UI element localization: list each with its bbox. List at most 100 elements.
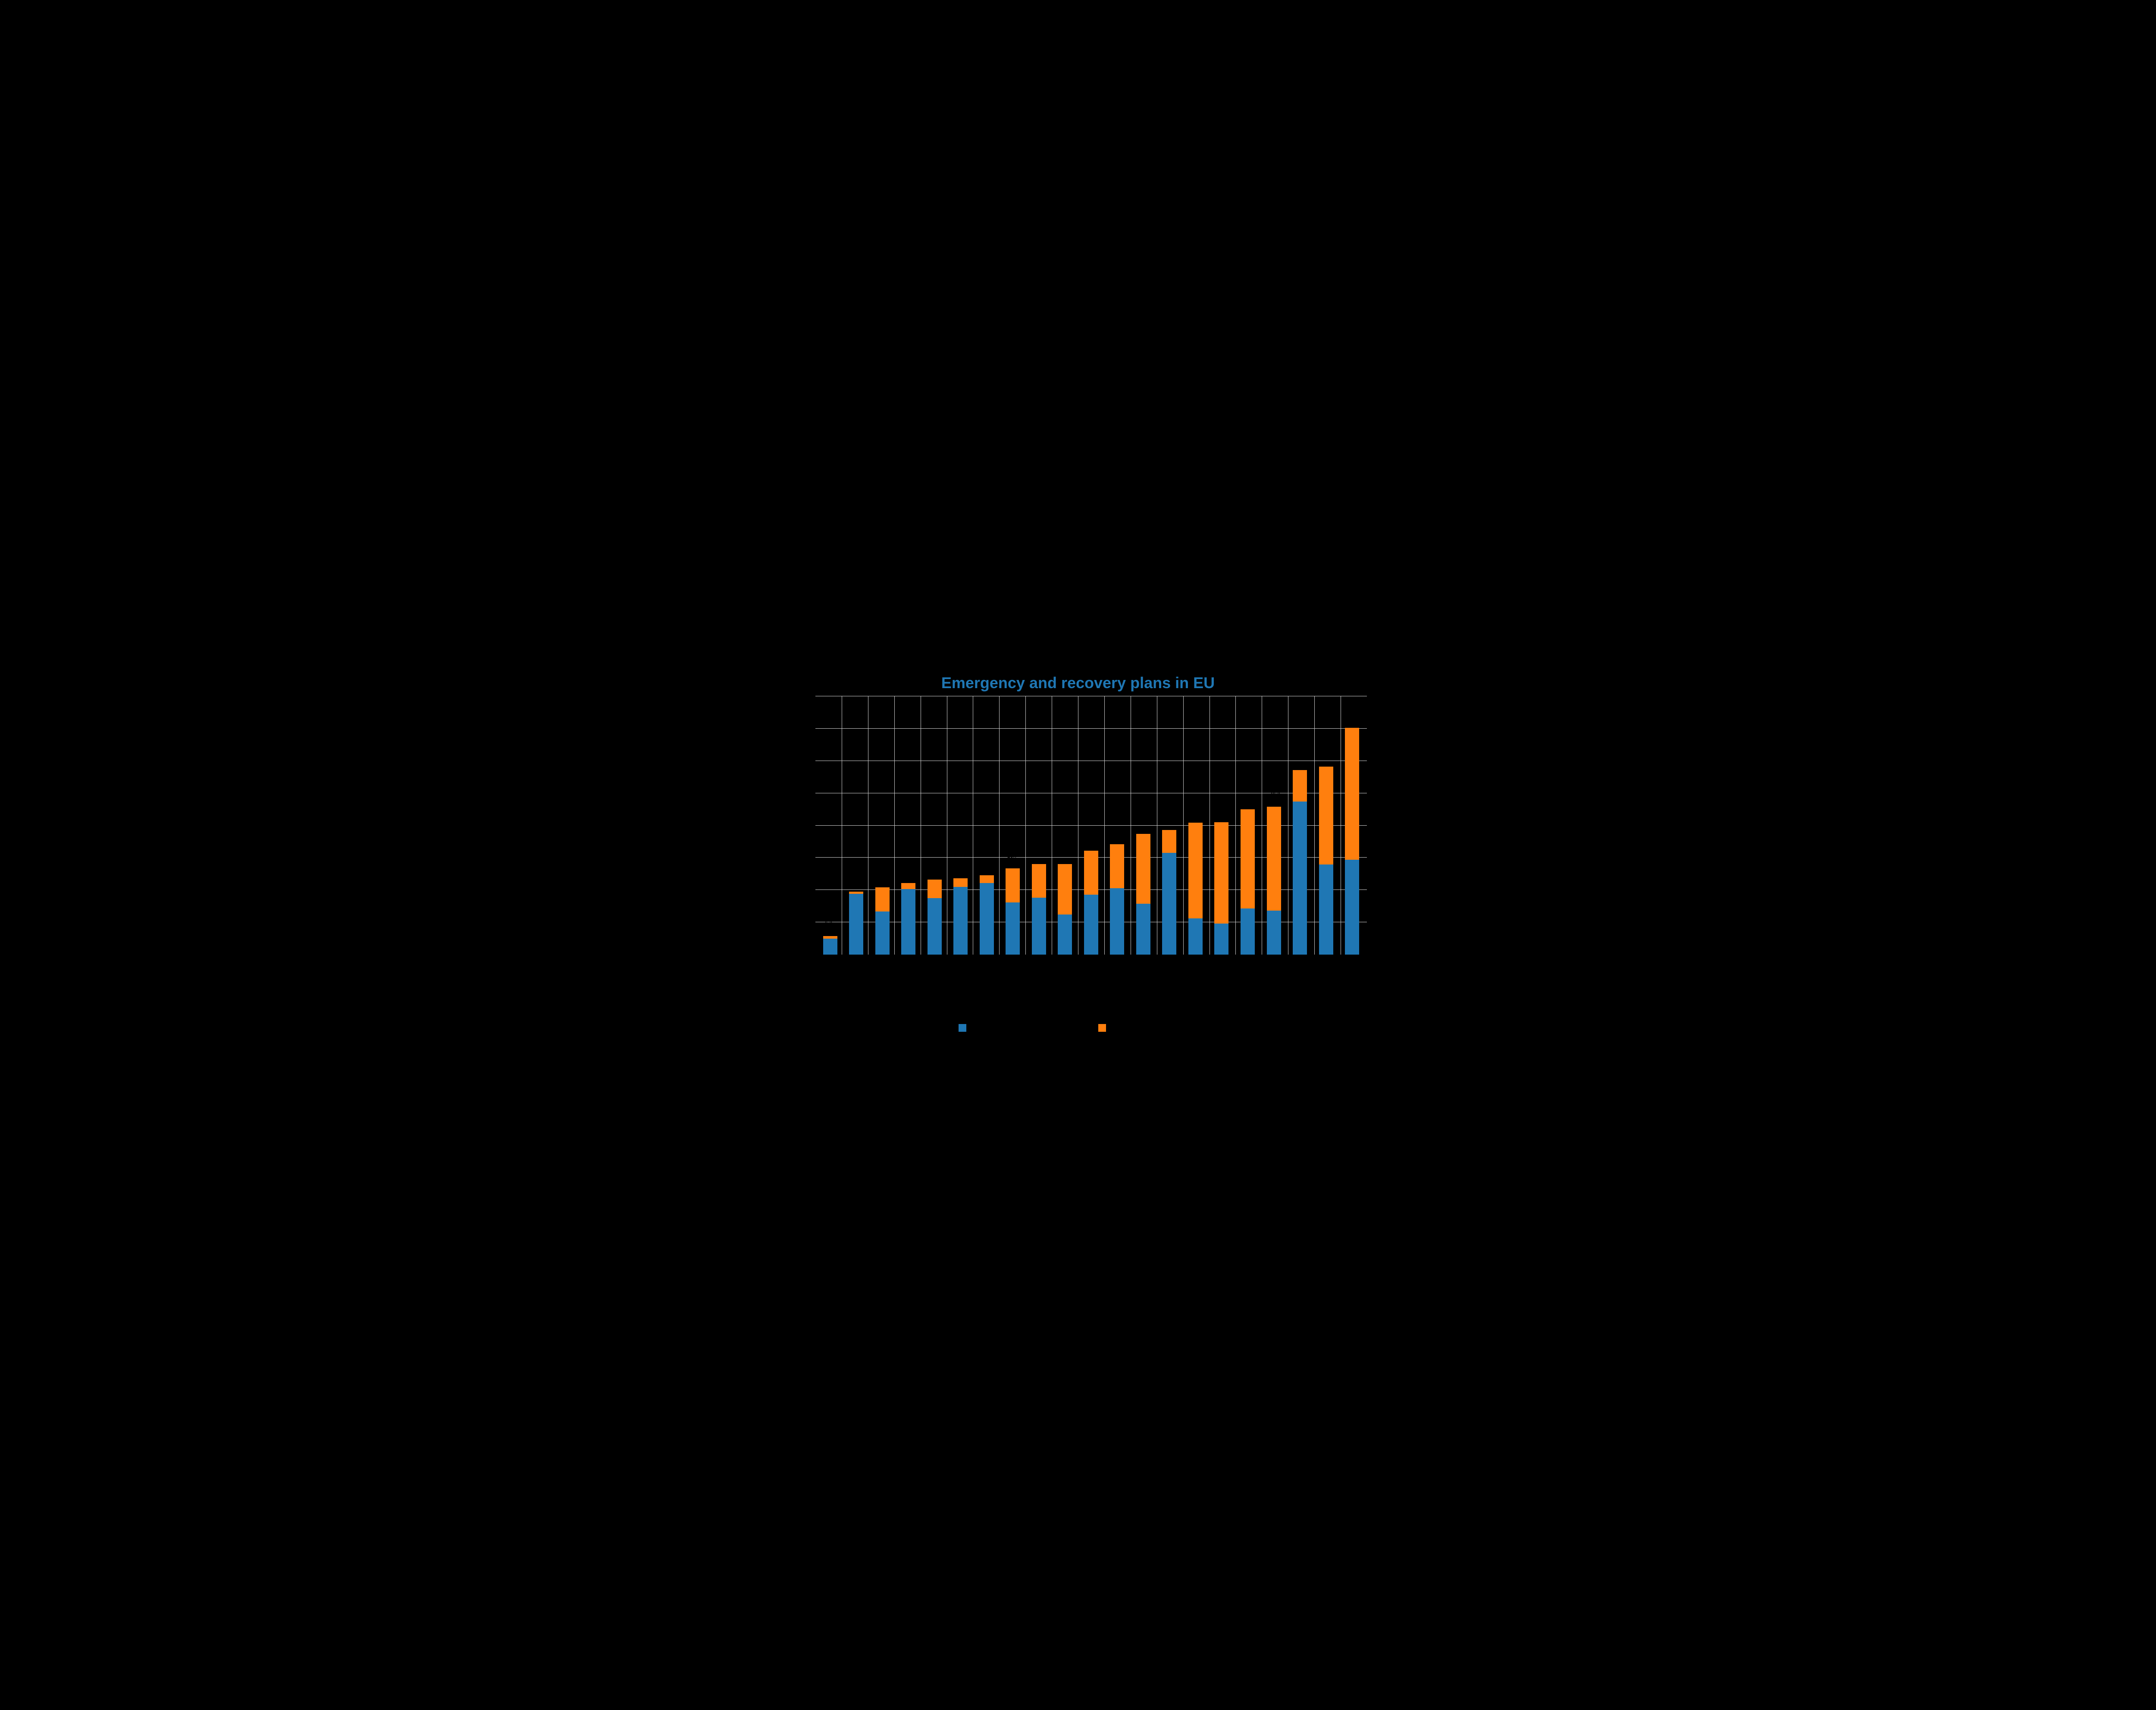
bar-segment-recovery	[1345, 728, 1359, 860]
bar-total-label: 32.1	[1086, 836, 1096, 843]
x-tick-label: Netherlands	[937, 958, 965, 986]
bar-segment-recovery	[1162, 830, 1176, 853]
legend-label: Recovery plans (2021-2026)	[1110, 1024, 1197, 1032]
bar-column	[1000, 868, 1026, 955]
bar-segment-recovery	[1110, 844, 1124, 888]
bar-segment-emergency	[1188, 918, 1203, 955]
x-tick-label: Belgium	[1075, 958, 1096, 978]
bar-column	[948, 878, 974, 955]
bar-stack	[823, 936, 837, 955]
bar-segment-emergency	[953, 887, 968, 955]
bar-stack	[1214, 822, 1228, 955]
legend-swatch	[959, 1024, 966, 1032]
bar-segment-emergency	[1162, 853, 1176, 955]
bar-segment-recovery	[980, 875, 994, 883]
bar-column	[1182, 823, 1208, 955]
bar-column	[1209, 822, 1235, 955]
bar-column	[817, 936, 843, 955]
x-tick-label: Slovenia	[996, 958, 1017, 979]
bar-segment-emergency	[875, 911, 890, 955]
bar-total-label: 22.2	[902, 868, 912, 875]
bar-segment-recovery	[875, 887, 890, 911]
bar-column	[921, 880, 947, 955]
y-tick-label: 30	[805, 854, 815, 861]
x-tick-label: Sweden	[839, 958, 859, 978]
bar-stack	[1110, 844, 1124, 955]
y-tick-label: 70	[805, 725, 815, 732]
y-tick-label: 20	[805, 886, 815, 893]
bar-segment-emergency	[1032, 898, 1046, 955]
plot-area: 01020304050607080% of GDP5.719.520.822.2…	[815, 696, 1367, 955]
legend-item: Recovery plans (2021-2026)	[1098, 1024, 1197, 1032]
x-tick-label: Lithuania	[1021, 958, 1043, 980]
bar-segment-emergency	[1214, 924, 1228, 955]
y-tick-label: 0	[808, 951, 815, 958]
bar-stack	[1241, 809, 1255, 955]
bar-segment-recovery	[1214, 822, 1228, 924]
y-tick-label: 40	[805, 822, 815, 829]
x-tick-label: France	[1183, 958, 1201, 976]
x-tick-label: Czech Rep.	[1095, 958, 1122, 985]
bar-segment-emergency	[1345, 860, 1359, 955]
bar-stack	[1136, 834, 1150, 955]
bar-stack	[1006, 868, 1020, 955]
y-tick-label: 50	[805, 790, 815, 797]
legend-label: Emergency plans (2020-2021)	[971, 1024, 1063, 1032]
bar-total-label: 26.7	[1007, 853, 1017, 861]
bar-total-label: 41.0	[1217, 807, 1227, 815]
bar-stack	[953, 878, 968, 955]
bar-column	[1026, 864, 1052, 955]
x-tick-label: Hungary	[1127, 958, 1148, 979]
x-tick-label: Slovakia	[1153, 958, 1175, 979]
bar-column	[1235, 809, 1261, 955]
bar-segment-emergency	[823, 939, 837, 955]
bar-total-label: 34.2	[1112, 829, 1122, 836]
bar-total-label: 23.6	[955, 863, 965, 871]
x-tick-label: Latvia	[1053, 958, 1070, 974]
chart-title: Emergency and recovery plans in EU	[776, 665, 1380, 696]
bar-segment-recovery	[953, 878, 968, 887]
bar-stack	[849, 892, 863, 955]
bar-segment-recovery	[928, 880, 942, 898]
bar-column	[1287, 770, 1313, 955]
bar-total-label: 20.8	[876, 872, 886, 880]
bar-segment-recovery	[1058, 864, 1072, 915]
bar-segment-emergency	[1267, 911, 1281, 955]
bar-column	[1261, 807, 1287, 955]
bar-segment-emergency	[1293, 802, 1307, 955]
bar-total-label: 37.4	[1139, 818, 1149, 826]
bar-stack	[1058, 864, 1072, 955]
bar-segment-recovery	[1006, 868, 1020, 903]
bar-stack	[1267, 807, 1281, 955]
bar-segment-emergency	[980, 883, 994, 955]
bar-segment-recovery	[1319, 767, 1333, 864]
bar-segment-emergency	[901, 889, 915, 955]
bar-segment-recovery	[1293, 770, 1307, 802]
bar-segment-emergency	[1241, 908, 1255, 955]
bar-stack	[1162, 830, 1176, 955]
bar-segment-emergency	[849, 894, 863, 955]
legend: Emergency plans (2020-2021) Recovery plan…	[776, 1020, 1380, 1045]
bar-column	[1156, 830, 1182, 955]
bars-container	[815, 696, 1367, 955]
bar-total-label: 70.2	[1349, 712, 1359, 720]
x-tick-label: Austria	[972, 958, 990, 976]
bar-stack	[1188, 823, 1203, 955]
bar-segment-emergency	[1084, 895, 1098, 955]
bar-stack	[1084, 851, 1098, 955]
bar-segment-recovery	[1241, 809, 1255, 908]
bar-column	[843, 892, 869, 955]
bar-total-label: 38.6	[1165, 814, 1175, 822]
bar-column	[869, 887, 895, 955]
bar-segment-emergency	[1136, 904, 1150, 955]
bar-column	[974, 875, 1000, 955]
bar-stack	[980, 875, 994, 955]
x-tick-label: Portugal	[1233, 958, 1253, 978]
bar-segment-recovery	[1136, 834, 1150, 904]
bar-column	[1313, 767, 1339, 955]
x-tick-label: Greece	[1313, 958, 1332, 977]
bar-segment-recovery	[1032, 864, 1046, 898]
bar-stack	[875, 887, 890, 955]
bar-segment-emergency	[1319, 864, 1333, 955]
bar-stack	[928, 880, 942, 955]
